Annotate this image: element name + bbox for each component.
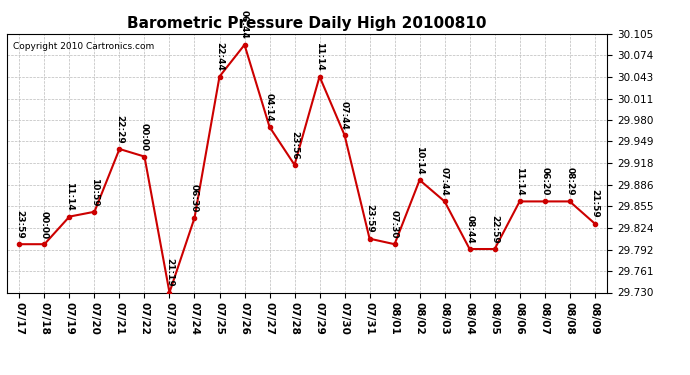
Text: 22:29: 22:29 bbox=[115, 115, 124, 143]
Text: 07:44: 07:44 bbox=[340, 101, 349, 130]
Text: 04:14: 04:14 bbox=[265, 93, 274, 122]
Text: 08:44: 08:44 bbox=[465, 215, 474, 243]
Text: 08:29: 08:29 bbox=[565, 167, 574, 196]
Text: 07:30: 07:30 bbox=[390, 210, 399, 238]
Text: 11:14: 11:14 bbox=[65, 182, 74, 211]
Text: 21:59: 21:59 bbox=[590, 189, 599, 218]
Text: 22:44: 22:44 bbox=[215, 42, 224, 71]
Text: 11:14: 11:14 bbox=[515, 167, 524, 196]
Text: 23:56: 23:56 bbox=[290, 130, 299, 159]
Text: 11:14: 11:14 bbox=[315, 42, 324, 71]
Text: 07:44: 07:44 bbox=[440, 167, 449, 196]
Text: Copyright 2010 Cartronics.com: Copyright 2010 Cartronics.com bbox=[13, 42, 154, 51]
Text: 10:14: 10:14 bbox=[415, 146, 424, 174]
Text: 21:19: 21:19 bbox=[165, 258, 174, 287]
Text: 10:59: 10:59 bbox=[90, 178, 99, 206]
Title: Barometric Pressure Daily High 20100810: Barometric Pressure Daily High 20100810 bbox=[127, 16, 487, 31]
Text: 22:59: 22:59 bbox=[490, 215, 499, 243]
Text: 00:00: 00:00 bbox=[40, 210, 49, 238]
Text: 00:00: 00:00 bbox=[140, 123, 149, 151]
Text: 06:20: 06:20 bbox=[540, 168, 549, 196]
Text: 06:44: 06:44 bbox=[240, 10, 249, 39]
Text: 23:59: 23:59 bbox=[365, 204, 374, 233]
Text: 23:59: 23:59 bbox=[15, 210, 24, 238]
Text: 06:30: 06:30 bbox=[190, 184, 199, 212]
